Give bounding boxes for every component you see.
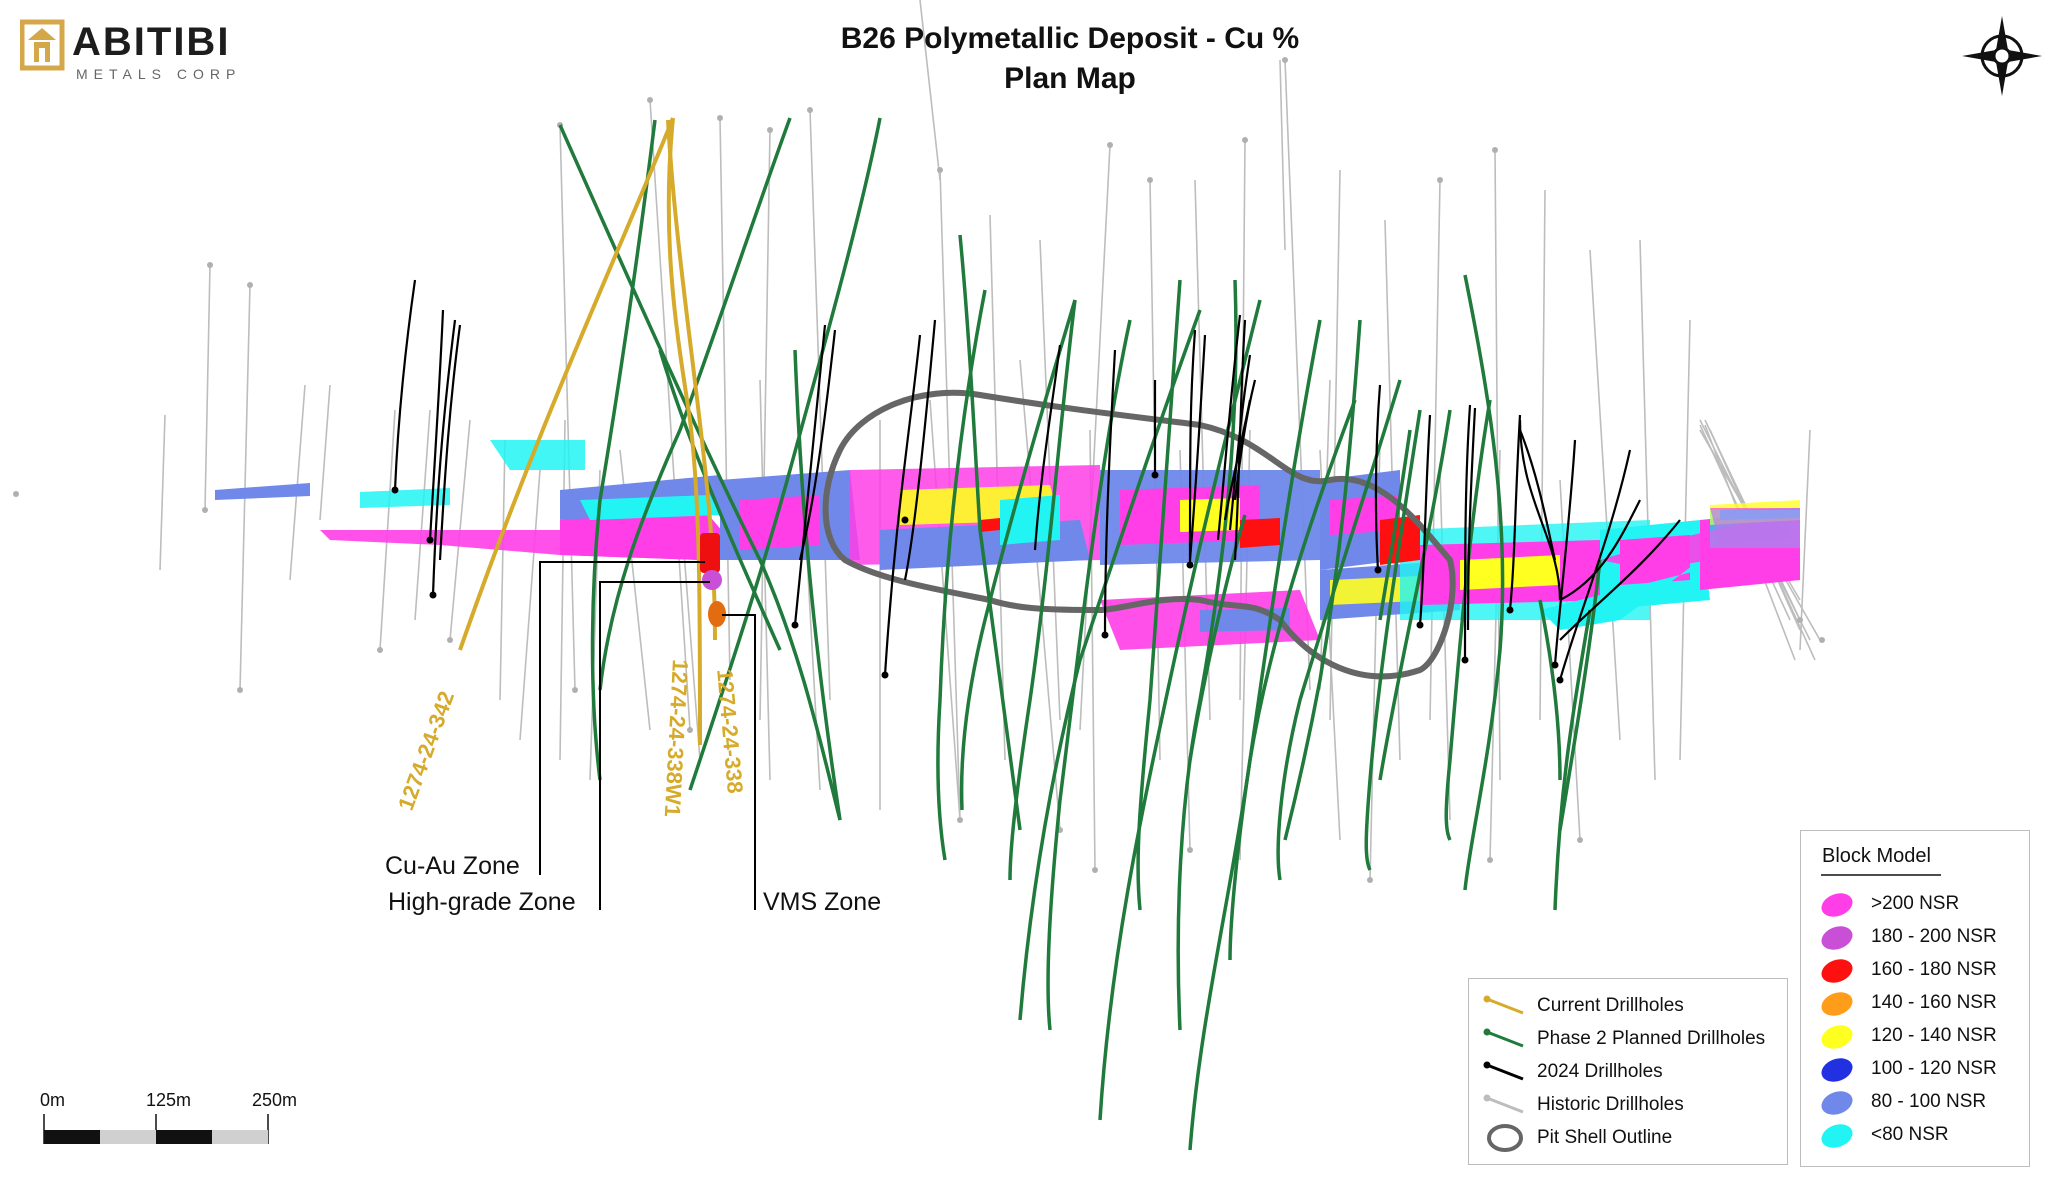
current-drillhole-symbol-icon bbox=[1483, 995, 1524, 1015]
north-arrow-compass-icon bbox=[1962, 16, 2042, 96]
block-model-legend-label: <80 NSR bbox=[1871, 1124, 1949, 1145]
drillhole-1274-24-338w1 bbox=[666, 117, 702, 746]
nsr-swatch-icon bbox=[1821, 992, 1853, 1016]
block-model-legend: Block Model >200 NSR 180 - 200 NSR 160 - 1… bbox=[1800, 830, 2030, 1167]
pit-shell-symbol-icon bbox=[1487, 1124, 1523, 1152]
nsr-swatch-icon bbox=[1821, 1058, 1853, 1082]
nsr-swatch-icon bbox=[1821, 1091, 1853, 1115]
historic-drillhole-symbol-icon bbox=[1483, 1094, 1524, 1114]
block-model-legend-label: 120 - 140 NSR bbox=[1871, 1025, 1997, 1046]
map-title: B26 Polymetallic Deposit - Cu % bbox=[840, 22, 1300, 55]
zone-label-cu-au: Cu-Au Zone bbox=[385, 852, 520, 880]
block-model-legend-label: 160 - 180 NSR bbox=[1871, 959, 1997, 980]
zone-leader-lines bbox=[539, 561, 756, 910]
nsr-swatch-icon bbox=[1821, 1025, 1853, 1049]
legend-label: Pit Shell Outline bbox=[1537, 1127, 1673, 1148]
legend-label: 2024 Drillholes bbox=[1537, 1061, 1663, 1082]
legend-label: Historic Drillholes bbox=[1537, 1094, 1684, 1115]
drillhole-1274-24-342 bbox=[458, 117, 675, 651]
zone-label-high-grade: High-grade Zone bbox=[388, 888, 576, 916]
scale-bar-graphic bbox=[43, 1114, 269, 1144]
block-model-legend-title: Block Model bbox=[1822, 845, 1931, 867]
phase-2-drillhole-symbol-icon bbox=[1483, 1028, 1524, 1048]
scale-label-0: 0m bbox=[40, 1090, 66, 1110]
block-model-legend-label: 140 - 160 NSR bbox=[1871, 992, 1997, 1013]
scale-label-125: 125m bbox=[146, 1090, 192, 1110]
scale-bar: 0m 125m 250m bbox=[40, 1090, 300, 1150]
drillhole-1274-24-338 bbox=[666, 119, 717, 641]
2024-drillhole-symbol-icon bbox=[1483, 1061, 1524, 1081]
scale-label-250: 250m bbox=[252, 1090, 298, 1110]
2024-drillholes bbox=[393, 279, 1681, 681]
nsr-swatch-icon bbox=[1821, 926, 1853, 950]
block-model-legend-label: 80 - 100 NSR bbox=[1871, 1091, 1987, 1112]
block-model-legend-label: 180 - 200 NSR bbox=[1871, 926, 1997, 947]
legend-label: Phase 2 Planned Drillholes bbox=[1537, 1028, 1766, 1049]
legend-title-underline bbox=[1821, 874, 1941, 876]
legend-label: Current Drillholes bbox=[1537, 995, 1684, 1016]
drillhole-legend: Current Drillholes Phase 2 Planned Drill… bbox=[1468, 978, 1788, 1165]
zone-label-vms: VMS Zone bbox=[763, 888, 882, 916]
block-model-legend-label: 100 - 120 NSR bbox=[1871, 1058, 1997, 1079]
logo-subtitle: METALS CORP bbox=[76, 66, 242, 82]
block-model-legend-label: >200 NSR bbox=[1871, 893, 1960, 914]
company-logo: ABITIBI METALS CORP bbox=[20, 18, 260, 82]
nsr-swatch-icon bbox=[1821, 959, 1853, 983]
nsr-swatch-icon bbox=[1821, 893, 1853, 917]
historic-drillholes bbox=[159, 0, 1821, 881]
logo-name: ABITIBI bbox=[72, 20, 231, 64]
current-drillholes bbox=[458, 117, 717, 746]
nsr-swatch-icon bbox=[1821, 1124, 1853, 1148]
abitibi-logo-mark-icon bbox=[20, 19, 65, 71]
pit-shell-outline bbox=[822, 389, 1456, 680]
map-subtitle: Plan Map bbox=[1004, 62, 1136, 95]
2024-drillhole-collars bbox=[391, 471, 1564, 684]
